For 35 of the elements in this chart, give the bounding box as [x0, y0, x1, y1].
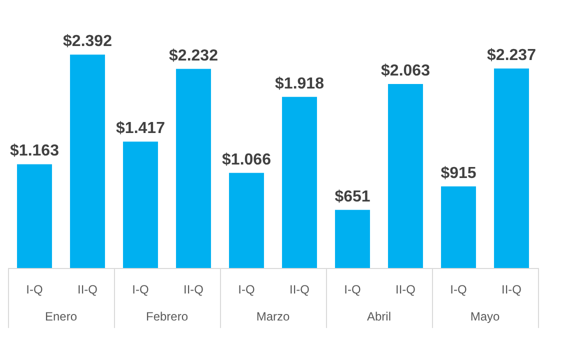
data-label: $2.392: [63, 33, 112, 50]
data-label: $2.237: [487, 46, 536, 64]
bar: [229, 172, 264, 268]
x-tick-label: I-Q: [26, 282, 43, 296]
bar: [441, 186, 476, 268]
x-tick-label: II-Q: [184, 282, 204, 296]
data-label: $915: [440, 164, 476, 182]
bar: [494, 68, 529, 268]
data-label: $1.066: [222, 151, 272, 168]
bar: [335, 210, 370, 268]
x-tick-label: I-Q: [132, 282, 149, 296]
text: Mayo: [470, 309, 500, 324]
bar: [70, 54, 105, 268]
data-label: $1.918: [275, 75, 324, 92]
data-label: $1.163: [10, 142, 60, 160]
text: Enero: [44, 309, 78, 324]
x-tick-label: I-Q: [450, 282, 467, 296]
text: Abril: [366, 309, 392, 324]
data-label: $651: [334, 188, 370, 206]
bar: [388, 84, 423, 268]
x-tick-label: II-Q: [290, 282, 310, 296]
x-tick-label: I-Q: [344, 282, 361, 296]
x-tick-label: II-Q: [502, 282, 522, 296]
bar: [123, 142, 158, 268]
text: Febrero: [146, 309, 188, 324]
bar: [176, 68, 211, 268]
data-label: $2.063: [381, 62, 430, 80]
data-label: $1.417: [116, 120, 166, 138]
text: Marzo: [256, 309, 290, 324]
x-tick-label: II-Q: [396, 282, 416, 296]
bar: [17, 164, 52, 268]
bar: [282, 96, 317, 268]
data-label: $2.232: [169, 47, 218, 64]
x-tick-label: II-Q: [78, 282, 98, 296]
x-tick-label: I-Q: [238, 282, 255, 296]
